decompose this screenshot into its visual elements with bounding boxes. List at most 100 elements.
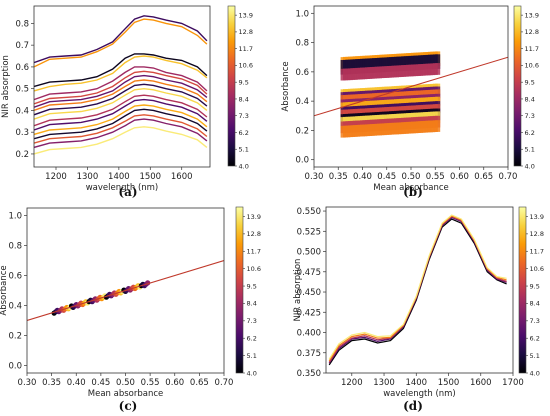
x-tick-label: 0.35 bbox=[42, 378, 61, 388]
y-tick-label: 0.2 bbox=[8, 332, 22, 342]
series-line bbox=[34, 94, 208, 127]
colorbar-tick-label: 12.8 bbox=[530, 230, 544, 238]
colorbar bbox=[235, 206, 244, 374]
x-tick-label: 0.30 bbox=[18, 378, 37, 388]
colorbar-tick-label: 9.5 bbox=[247, 282, 257, 290]
scatter-point bbox=[435, 63, 441, 75]
x-tick-label: 1400 bbox=[108, 172, 130, 182]
y-axis-label: NIR absorption bbox=[1, 55, 11, 118]
x-tick-label: 0.35 bbox=[329, 172, 348, 182]
colorbar bbox=[518, 206, 527, 374]
panel-label-d: (d) bbox=[403, 399, 423, 413]
x-tick-label: 1300 bbox=[373, 378, 395, 388]
y-tick-label: 0.525 bbox=[297, 227, 321, 237]
y-tick-label: 0.4 bbox=[295, 97, 309, 107]
panel-label-b: (b) bbox=[403, 185, 423, 199]
colorbar-tick-label: 13.9 bbox=[247, 213, 261, 221]
y-tick-label: 0.8 bbox=[15, 19, 29, 29]
x-tick-label: 0.50 bbox=[402, 172, 421, 182]
colorbar-tick-label: 7.3 bbox=[247, 317, 257, 325]
y-tick-label: 0.550 bbox=[297, 207, 321, 217]
y-tick-label: 0.0 bbox=[8, 362, 22, 372]
colorbar-tick-label: 12.8 bbox=[525, 28, 539, 36]
regression-line bbox=[314, 56, 508, 117]
x-tick-label: 1300 bbox=[77, 172, 99, 182]
colorbar-tick-label: 10.6 bbox=[530, 265, 544, 273]
x-axis-label: Mean absorbance bbox=[88, 389, 163, 399]
plot-area bbox=[328, 214, 507, 366]
series-line bbox=[34, 114, 208, 144]
y-tick-label: 1.0 bbox=[8, 212, 22, 222]
y-tick-label: 0.4 bbox=[8, 302, 22, 312]
colorbar-tick-label: 7.3 bbox=[530, 317, 540, 325]
y-tick-label: 0.400 bbox=[297, 329, 321, 339]
x-axis-label: Mean absorbance bbox=[373, 183, 448, 193]
y-tick-label: 0.6 bbox=[8, 272, 22, 282]
x-tick-label: 0.70 bbox=[499, 172, 518, 182]
panel-label-c: (c) bbox=[119, 399, 138, 413]
colorbar-tick-label: 9.5 bbox=[530, 282, 540, 290]
colorbar-tick-label: 4.0 bbox=[247, 369, 257, 377]
series-line bbox=[34, 74, 208, 108]
colorbar-tick-label: 4.0 bbox=[525, 162, 535, 170]
panel-label-a: (a) bbox=[118, 185, 137, 199]
x-tick-label: 0.70 bbox=[215, 378, 234, 388]
colorbar-tick-label: 13.9 bbox=[525, 11, 539, 19]
x-axis-label: wavelength (nm) bbox=[86, 183, 159, 193]
series-line bbox=[34, 87, 208, 120]
x-tick-label: 1500 bbox=[438, 378, 460, 388]
colorbar-tick-label: 9.5 bbox=[239, 78, 249, 86]
y-tick-label: 1.0 bbox=[295, 9, 309, 19]
x-tick-label: 1600 bbox=[171, 172, 193, 182]
x-tick-label: 0.45 bbox=[91, 378, 110, 388]
x-tick-label: 0.55 bbox=[141, 378, 160, 388]
y-tick-label: 0.8 bbox=[8, 242, 22, 252]
x-tick-label: 0.40 bbox=[67, 378, 86, 388]
series-line bbox=[328, 215, 507, 362]
y-axis-label: Absorbance bbox=[0, 265, 9, 315]
series-line bbox=[34, 53, 208, 88]
colorbar-tick-label: 10.6 bbox=[525, 62, 539, 70]
colorbar-tick-label: 8.4 bbox=[239, 95, 249, 103]
colorbar-tick-label: 10.6 bbox=[247, 265, 261, 273]
y-tick-label: 0.3 bbox=[15, 128, 29, 138]
x-tick-label: 1400 bbox=[405, 378, 427, 388]
series-line bbox=[34, 118, 208, 149]
regression-line bbox=[27, 259, 224, 322]
colorbar bbox=[513, 5, 522, 167]
series-line bbox=[34, 108, 208, 140]
colorbar-tick-label: 11.7 bbox=[525, 45, 539, 53]
plot-area bbox=[27, 259, 224, 322]
plot-area bbox=[34, 15, 208, 155]
colorbar-tick-label: 6.2 bbox=[239, 129, 249, 137]
series-line bbox=[34, 83, 208, 116]
scatter-point bbox=[435, 54, 441, 69]
series-line bbox=[34, 18, 208, 68]
axes-frame bbox=[33, 5, 211, 168]
colorbar-tick-label: 7.3 bbox=[525, 112, 535, 120]
series-line bbox=[34, 70, 208, 105]
series-line bbox=[34, 55, 208, 92]
colorbar-tick-label: 4.0 bbox=[239, 162, 249, 170]
x-axis-label: wavelength (nm) bbox=[383, 389, 456, 399]
y-tick-label: 0.0 bbox=[295, 156, 309, 166]
series-line bbox=[328, 214, 507, 360]
colorbar-tick-label: 5.1 bbox=[530, 352, 540, 360]
series-line bbox=[34, 104, 208, 136]
colorbar-tick-label: 8.4 bbox=[530, 300, 540, 308]
colorbar-tick-label: 11.7 bbox=[530, 248, 544, 256]
x-tick-label: 0.55 bbox=[426, 172, 445, 182]
x-tick-label: 0.30 bbox=[305, 172, 324, 182]
colorbar-tick-label: 9.5 bbox=[525, 78, 535, 86]
colorbar-tick-label: 12.8 bbox=[247, 230, 261, 238]
colorbar-tick-label: 5.1 bbox=[525, 146, 535, 154]
panel-c: 0.30 0.35 0.40 0.45 0.50 0.55 0.60 0.65 0.70 0.0 0… bbox=[0, 206, 261, 399]
x-tick-label: 0.60 bbox=[450, 172, 469, 182]
series-line bbox=[34, 15, 208, 64]
y-tick-label: 0.375 bbox=[297, 349, 321, 359]
x-tick-label: 0.60 bbox=[165, 378, 184, 388]
colorbar bbox=[227, 5, 236, 167]
colorbar-tick-label: 5.1 bbox=[247, 352, 257, 360]
colorbar-tick-label: 8.4 bbox=[247, 300, 257, 308]
x-tick-label: 0.50 bbox=[116, 378, 135, 388]
